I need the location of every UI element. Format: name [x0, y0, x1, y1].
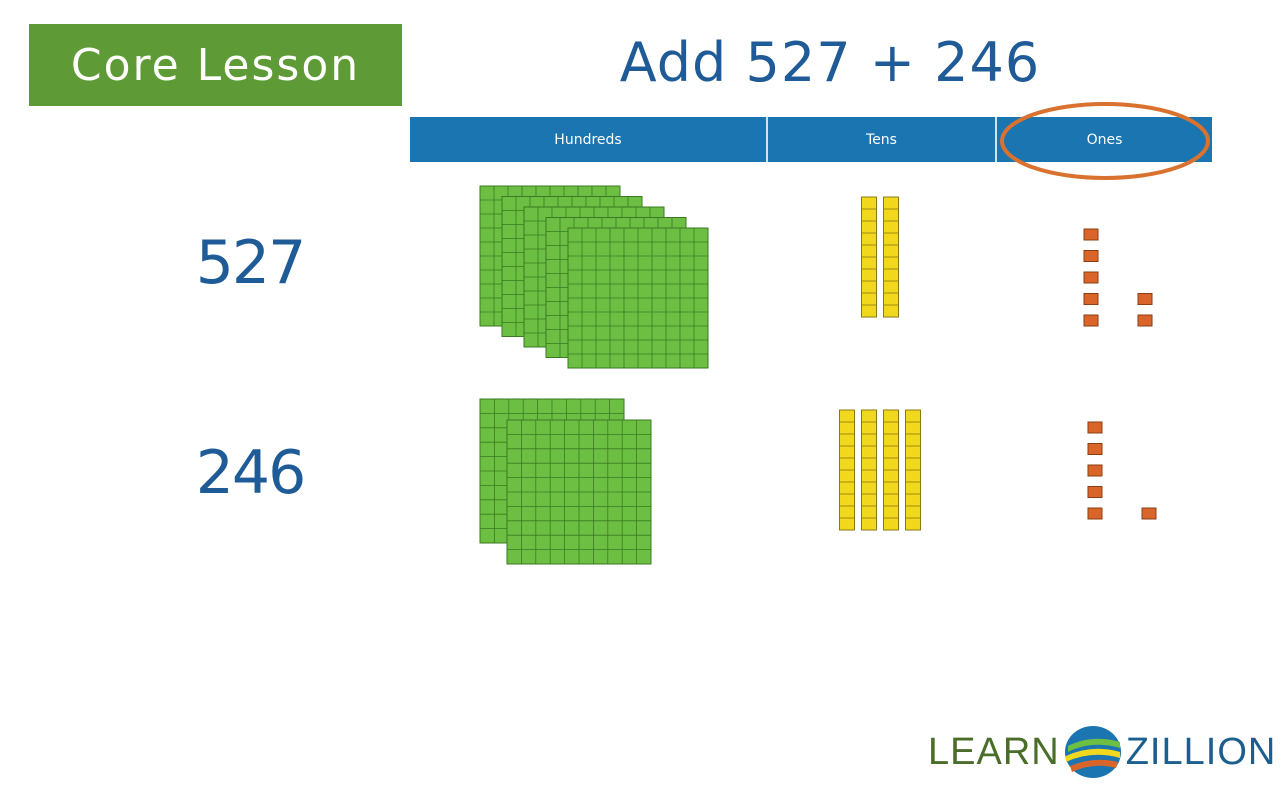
ones-unit — [1141, 507, 1157, 520]
ones-unit — [1083, 314, 1099, 327]
badge-label: Core Lesson — [70, 39, 361, 91]
header-hundreds: Hundreds — [410, 117, 768, 162]
ones-unit — [1137, 314, 1153, 327]
ones-unit — [1083, 293, 1099, 305]
ones-unit — [1083, 271, 1099, 284]
tens-rod — [861, 196, 877, 318]
ones-unit — [1087, 443, 1103, 455]
learnzillion-swoosh-icon — [1064, 726, 1121, 778]
ones-unit — [1087, 507, 1103, 520]
tens-rod — [861, 409, 877, 531]
ones-unit — [1083, 250, 1099, 262]
tens-rod — [905, 409, 921, 531]
logo-zillion: ZILLION — [1125, 730, 1277, 773]
header-tens: Tens — [768, 117, 997, 162]
tens-rod — [883, 196, 899, 318]
tens-rod — [839, 409, 855, 531]
place-value-header: Hundreds Tens Ones — [410, 117, 1212, 162]
logo-learn: LEARN — [928, 730, 1060, 773]
header-ones: Ones — [1086, 131, 1123, 148]
ones-unit — [1087, 464, 1103, 477]
ones-highlight-ring — [1000, 102, 1210, 180]
tens-rod — [883, 409, 899, 531]
lesson-title: Add 527 + 246 — [619, 31, 1041, 94]
ones-unit — [1087, 421, 1103, 434]
core-lesson-badge: Core Lesson — [29, 24, 402, 106]
addend-246: 246 — [195, 438, 307, 508]
ones-unit — [1087, 486, 1103, 498]
hundreds-flat — [506, 419, 652, 565]
addend-527: 527 — [195, 228, 307, 298]
ones-unit — [1137, 293, 1153, 305]
ones-unit — [1083, 228, 1099, 241]
learnzillion-logo: LEARN ZILLION — [928, 722, 1276, 782]
hundreds-flat — [567, 227, 709, 369]
